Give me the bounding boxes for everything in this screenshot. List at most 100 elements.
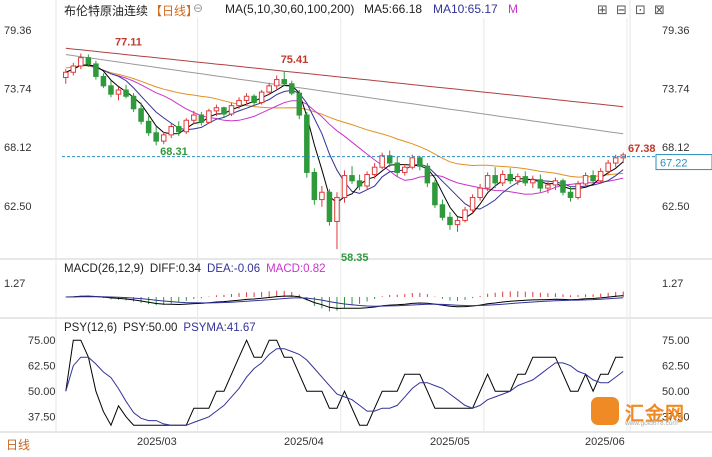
ma30-line bbox=[65, 64, 624, 195]
candle-body bbox=[364, 174, 370, 187]
candle-body bbox=[530, 179, 536, 184]
candle-body bbox=[115, 89, 122, 95]
candle-body bbox=[439, 204, 446, 218]
candle-body bbox=[409, 157, 416, 168]
candle-body bbox=[477, 187, 483, 198]
candle-body bbox=[379, 155, 385, 168]
candle-body bbox=[560, 180, 566, 193]
candle-body bbox=[258, 91, 265, 104]
ma100-line bbox=[65, 54, 624, 135]
macd-dea-line bbox=[65, 296, 624, 307]
candle-body bbox=[123, 89, 129, 97]
candle-body bbox=[243, 95, 250, 101]
candle-body bbox=[289, 83, 295, 94]
candle-body bbox=[597, 170, 604, 182]
xtick-1: 2025/04 bbox=[284, 436, 324, 448]
candle-body bbox=[432, 182, 438, 206]
psy-ytick-left: 62.50 bbox=[28, 361, 56, 373]
candle-body bbox=[507, 174, 513, 182]
ma-flag: M bbox=[508, 2, 518, 16]
candle-body bbox=[537, 179, 544, 189]
candle-body bbox=[402, 166, 408, 173]
candle-body bbox=[552, 180, 559, 186]
candle-body bbox=[221, 107, 227, 115]
brand-logo: 汇金网 www.gold678.com bbox=[591, 397, 703, 427]
price-ytick-right: 62.50 bbox=[662, 201, 690, 213]
psy-label: PSY(12,6) bbox=[64, 322, 118, 334]
candle-body bbox=[176, 126, 182, 133]
candle-body bbox=[213, 107, 220, 112]
price-ytick-right: 73.74 bbox=[662, 84, 690, 96]
candle-body bbox=[183, 119, 190, 133]
candle-body bbox=[130, 95, 137, 110]
candle-body bbox=[85, 57, 92, 65]
price-ytick-right: 68.12 bbox=[662, 142, 690, 154]
macd-header: MACD(26,12,9) DIFF:0.34 DEA:-0.06 MACD:0.82 bbox=[64, 263, 332, 275]
candle-body bbox=[228, 105, 235, 115]
candle-body bbox=[605, 162, 611, 172]
candle-body bbox=[281, 79, 287, 85]
candle-body bbox=[334, 196, 340, 222]
candle-body bbox=[356, 180, 363, 187]
expand-icon[interactable]: ⊡ bbox=[635, 2, 646, 17]
psy-line bbox=[65, 338, 624, 427]
candle-body bbox=[168, 126, 174, 136]
extreme-annotation: 68.31 bbox=[160, 146, 188, 158]
psy-value: PSY:50.00 bbox=[123, 322, 178, 334]
macd-diff-line bbox=[65, 295, 624, 309]
candle-body bbox=[319, 191, 325, 201]
candle-body bbox=[326, 191, 333, 222]
candle-body bbox=[582, 175, 589, 185]
price-ytick-left: 68.12 bbox=[4, 142, 32, 154]
macd-label: MACD(26,12,9) bbox=[64, 263, 144, 275]
psyma-line bbox=[65, 348, 624, 426]
brand-url: www.gold678.com bbox=[625, 420, 678, 427]
grid-icon[interactable]: ⊞ bbox=[597, 2, 608, 17]
candle-body bbox=[515, 176, 521, 182]
candle-body bbox=[160, 134, 167, 142]
candle-body bbox=[153, 132, 159, 142]
macd-dea: DEA:-0.06 bbox=[207, 263, 261, 275]
candle-body bbox=[145, 120, 152, 134]
period-tag[interactable]: 【日线】 bbox=[150, 4, 199, 18]
candle-body bbox=[417, 157, 423, 167]
candle-body bbox=[454, 219, 461, 226]
price-ytick-right: 79.36 bbox=[662, 25, 690, 37]
psy-header: PSY(12,6) PSY:50.00 PSYMA:41.67 bbox=[64, 322, 262, 334]
price-ytick-left: 62.50 bbox=[4, 201, 32, 213]
extreme-annotation: 58.35 bbox=[341, 252, 369, 264]
candle-body bbox=[424, 165, 431, 184]
psyma-value: PSYMA:41.67 bbox=[183, 322, 256, 334]
ma5-value: MA5:66.18 bbox=[364, 2, 423, 16]
brand-mark-icon bbox=[591, 397, 619, 425]
psy-ytick-left: 50.00 bbox=[28, 386, 56, 398]
candle-body bbox=[371, 166, 378, 176]
candle-body bbox=[63, 71, 69, 78]
candle-body bbox=[590, 175, 596, 182]
close-icon[interactable]: ⊠ bbox=[654, 2, 665, 17]
price-ytick-left: 79.36 bbox=[4, 25, 32, 37]
extreme-annotation: 77.11 bbox=[115, 36, 142, 48]
candle-body bbox=[394, 162, 400, 173]
candle-body bbox=[545, 184, 551, 189]
brand-name: 汇金网 bbox=[625, 404, 686, 425]
candle-body bbox=[522, 176, 529, 184]
ma-params: MA(5,10,30,60,100,200) bbox=[225, 2, 355, 16]
macd-ytick-left: 1.27 bbox=[4, 278, 25, 290]
last-price-label: 67.38 bbox=[628, 143, 656, 155]
ruler-icon[interactable]: ⊟ bbox=[616, 2, 627, 17]
hide-circle-icon[interactable]: ⊖ bbox=[193, 1, 204, 15]
candle-body bbox=[575, 183, 581, 198]
current-price-label: 67.22 bbox=[660, 158, 688, 170]
candle-body bbox=[138, 108, 144, 122]
ma200-line bbox=[65, 47, 624, 108]
xtick-2: 2025/05 bbox=[430, 436, 470, 448]
period-button[interactable]: 日线 bbox=[6, 438, 31, 452]
macd-macd: MACD:0.82 bbox=[266, 263, 326, 275]
candle-body bbox=[567, 191, 574, 198]
candle-body bbox=[198, 114, 205, 123]
candle-body bbox=[484, 175, 491, 189]
ma10-value: MA10:65.17 bbox=[433, 2, 498, 16]
